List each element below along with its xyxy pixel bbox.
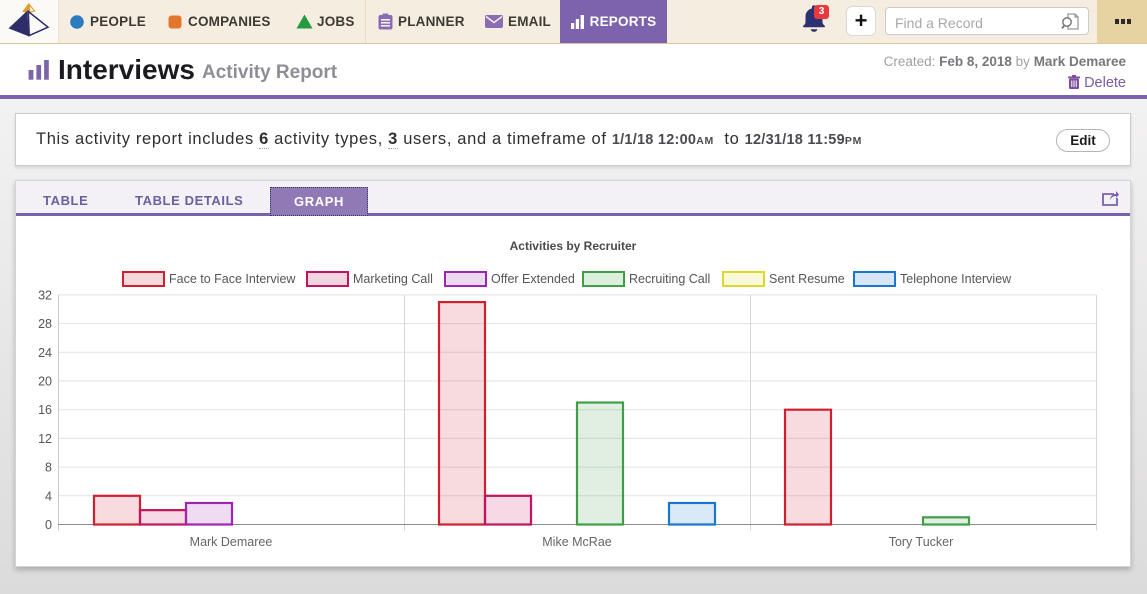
svg-text:4: 4 <box>45 489 52 503</box>
svg-text:Mark Demaree: Mark Demaree <box>190 535 273 549</box>
svg-text:16: 16 <box>38 403 52 417</box>
svg-text:20: 20 <box>38 375 52 389</box>
svg-text:Mike McRae: Mike McRae <box>542 535 612 549</box>
svg-text:32: 32 <box>38 288 52 302</box>
svg-text:24: 24 <box>38 346 52 360</box>
svg-text:Activities by Recruiter: Activities by Recruiter <box>510 239 637 253</box>
svg-text:Telephone Interview: Telephone Interview <box>900 272 1012 286</box>
svg-text:28: 28 <box>38 317 52 331</box>
svg-text:12: 12 <box>38 432 52 446</box>
svg-text:Sent Resume: Sent Resume <box>769 272 845 286</box>
svg-text:Marketing Call: Marketing Call <box>353 272 433 286</box>
svg-text:Recruiting Call: Recruiting Call <box>629 272 710 286</box>
svg-text:8: 8 <box>45 461 52 475</box>
svg-text:0: 0 <box>45 518 52 532</box>
svg-text:Offer Extended: Offer Extended <box>491 272 575 286</box>
svg-text:Tory Tucker: Tory Tucker <box>889 535 954 549</box>
svg-text:Face to Face Interview: Face to Face Interview <box>169 272 296 286</box>
